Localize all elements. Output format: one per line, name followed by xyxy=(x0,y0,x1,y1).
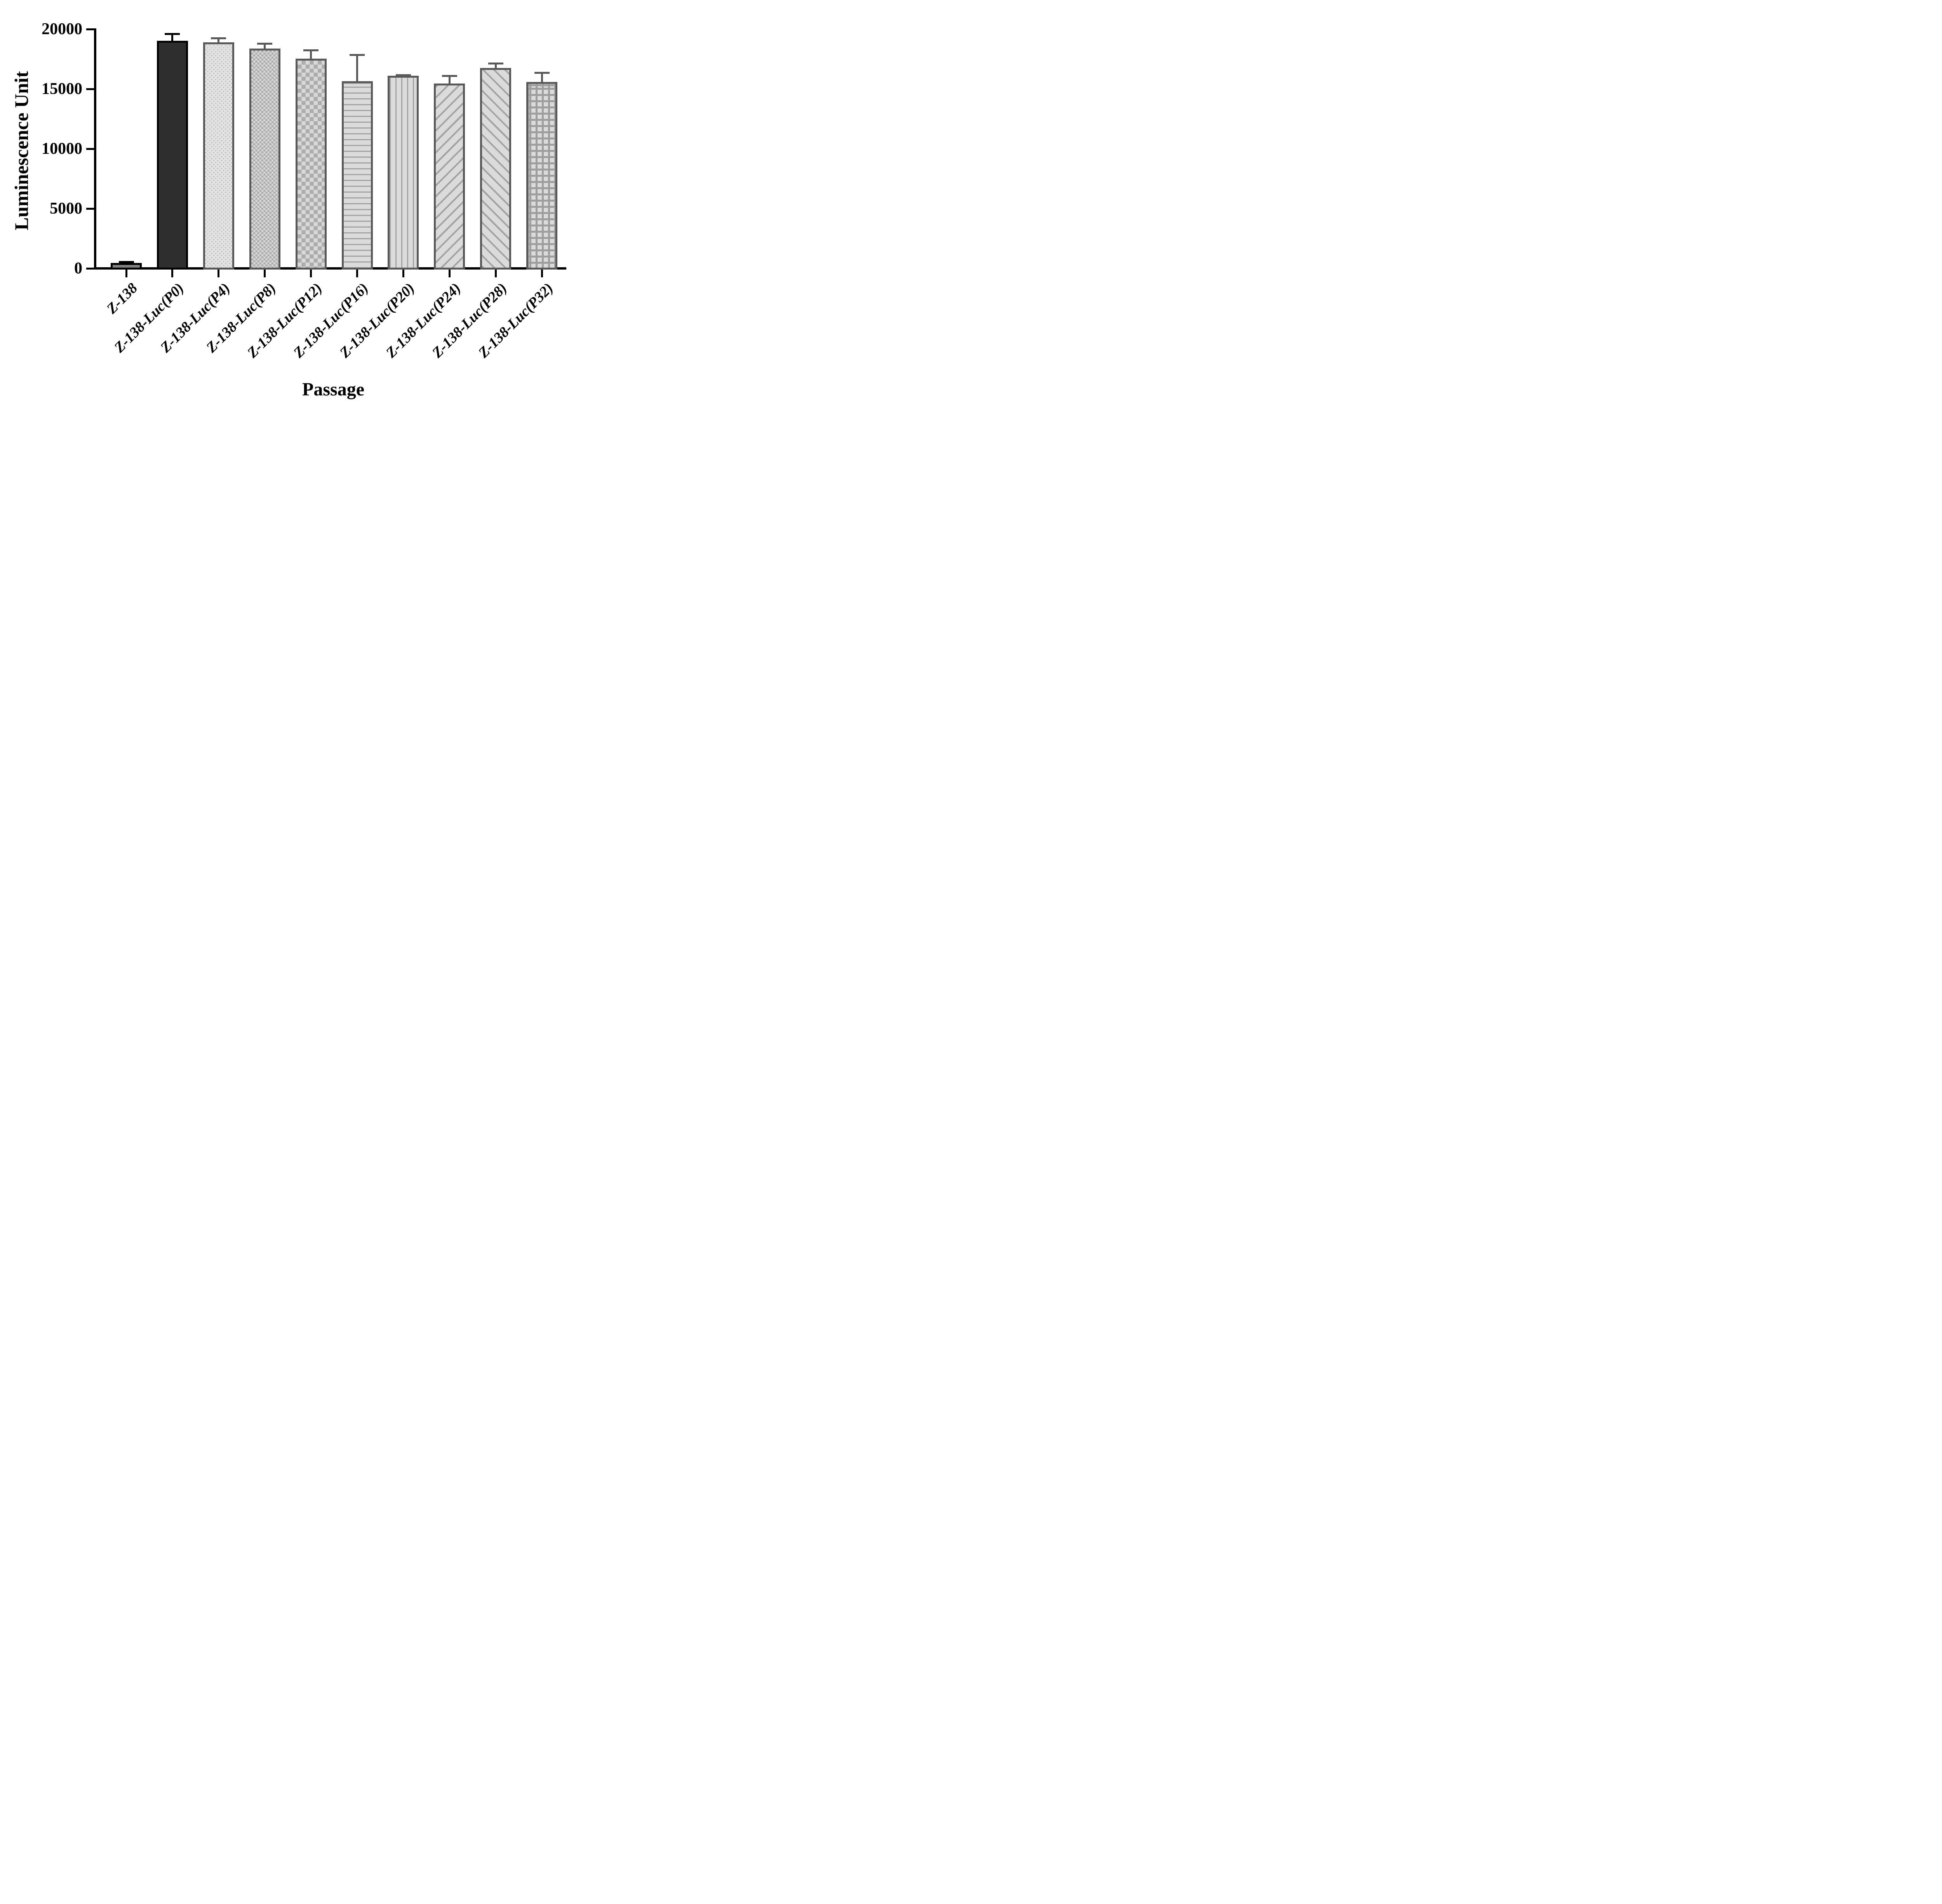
x-axis-tick xyxy=(448,270,451,277)
bar-z-138-luc-p24 xyxy=(434,84,465,270)
y-tick-label: 0 xyxy=(74,259,82,277)
y-axis-line xyxy=(94,28,96,270)
error-bar-cap xyxy=(211,37,226,39)
bar-z-138-luc-p16 xyxy=(341,81,373,270)
x-axis-tick xyxy=(171,270,174,277)
error-bar-stem xyxy=(218,38,220,44)
error-bar-cap xyxy=(488,62,503,64)
error-bar-cap xyxy=(350,54,365,56)
bar-z-138 xyxy=(111,263,142,270)
bar-z-138-luc-p28 xyxy=(480,68,512,270)
y-axis-tick xyxy=(86,88,94,90)
x-axis-tick xyxy=(541,270,543,277)
y-tick-label: 5000 xyxy=(50,200,82,218)
bar-z-138-luc-p4 xyxy=(203,42,234,270)
x-axis-tick xyxy=(125,270,127,277)
error-bar-stem xyxy=(310,50,312,59)
y-axis-tick xyxy=(86,28,94,30)
x-axis-tick xyxy=(494,270,497,277)
bar-z-138-luc-p32 xyxy=(526,82,558,270)
x-axis-title: Passage xyxy=(302,379,364,400)
error-bar-stem xyxy=(448,76,451,85)
bar-z-138-luc-p12 xyxy=(295,58,327,270)
error-bar-cap xyxy=(534,72,550,74)
error-bar-cap xyxy=(257,42,273,45)
y-axis-tick xyxy=(86,267,94,270)
error-bar-cap xyxy=(303,49,319,51)
y-axis-tick xyxy=(86,148,94,150)
error-bar-stem xyxy=(264,44,266,49)
error-bar-cap xyxy=(165,33,180,35)
error-bar-cap xyxy=(118,261,134,263)
error-bar-cap xyxy=(395,74,411,76)
error-bar-stem xyxy=(494,63,497,69)
x-axis-tick xyxy=(402,270,404,277)
bar-z-138-luc-p20 xyxy=(388,76,419,270)
x-axis-tick xyxy=(218,270,220,277)
bar-chart: Luminescence Unit Passage 0 5000 10000 1500… xyxy=(0,0,598,414)
error-bar-stem xyxy=(541,73,543,83)
x-axis-tick xyxy=(356,270,358,277)
y-tick-label: 10000 xyxy=(42,140,82,158)
x-axis-tick xyxy=(264,270,266,277)
error-bar-cap xyxy=(442,75,457,77)
x-axis-tick xyxy=(310,270,312,277)
x-axis-line xyxy=(94,267,566,270)
error-bar-stem xyxy=(356,55,358,82)
y-axis-tick xyxy=(86,207,94,210)
y-tick-label: 15000 xyxy=(42,80,82,98)
bar-z-138-luc-p8 xyxy=(249,48,280,270)
error-bar-stem xyxy=(171,34,174,42)
bar-z-138-luc-p0 xyxy=(157,40,188,270)
y-tick-label: 20000 xyxy=(42,20,82,38)
